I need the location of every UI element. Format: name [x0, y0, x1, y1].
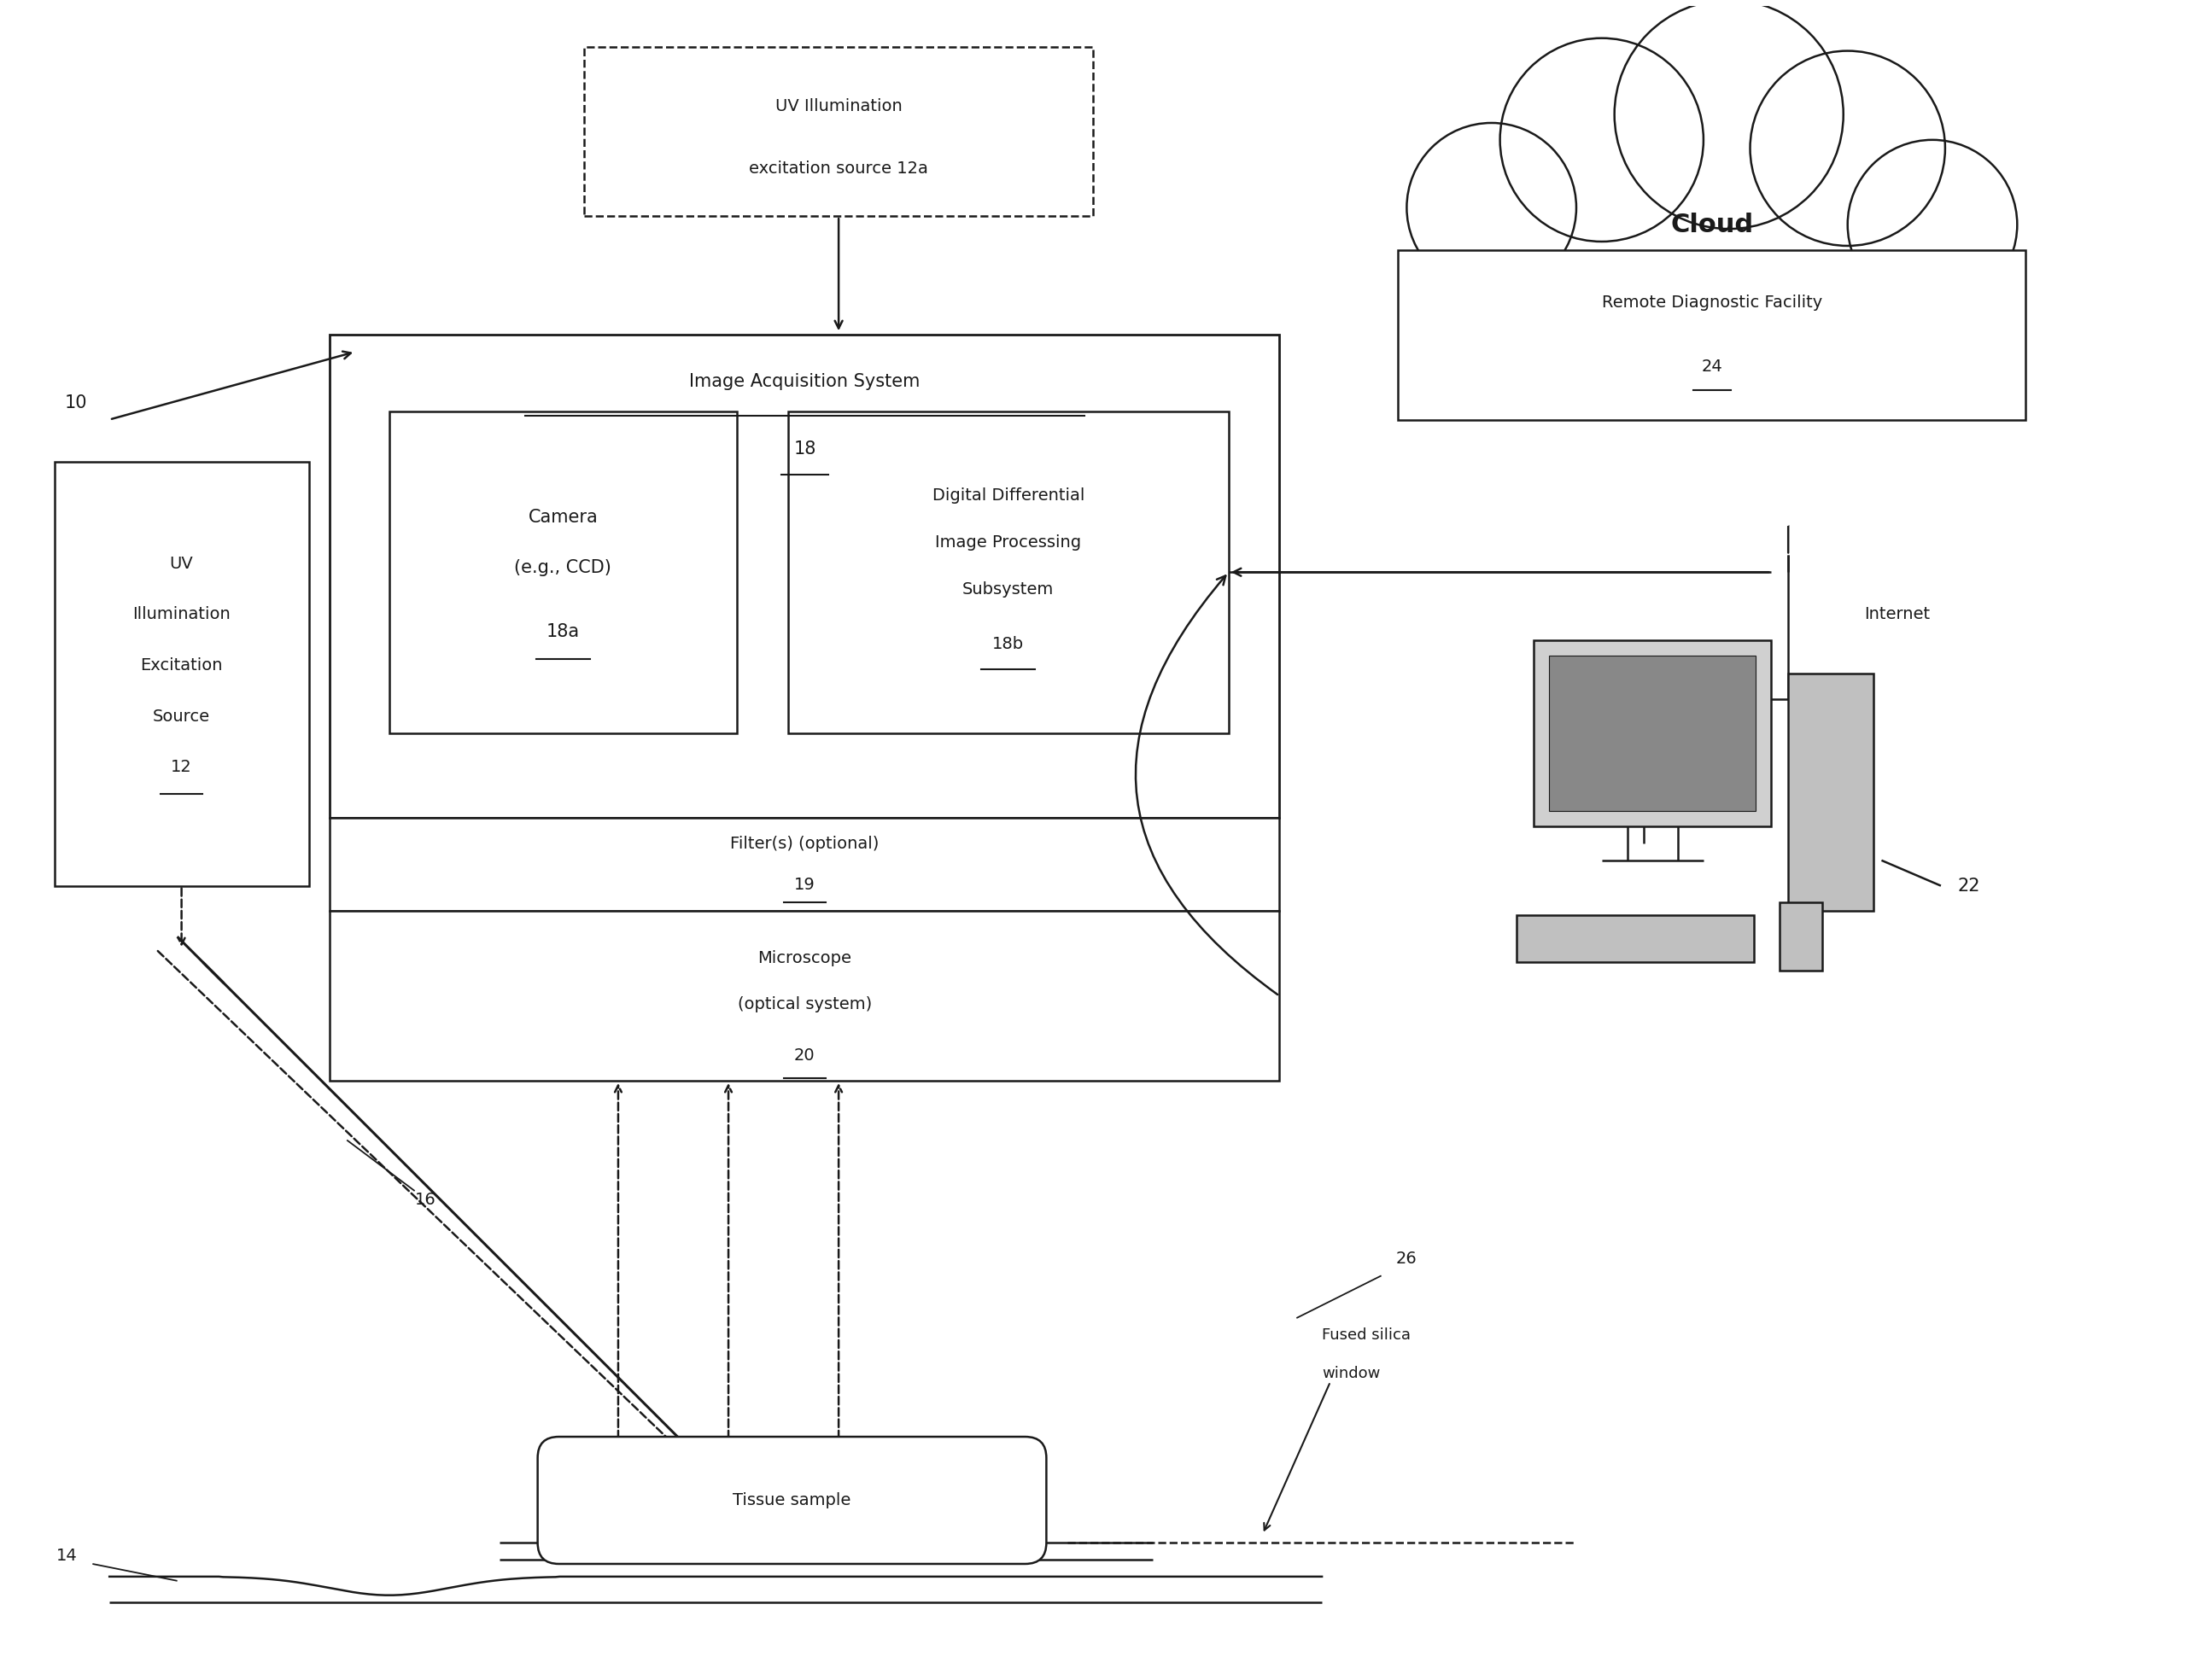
Circle shape: [1847, 139, 2018, 309]
Circle shape: [1410, 254, 1554, 398]
Text: (e.g., CCD): (e.g., CCD): [514, 559, 612, 576]
Text: 26: 26: [1397, 1250, 1417, 1267]
FancyBboxPatch shape: [1788, 674, 1873, 911]
Circle shape: [1751, 50, 1946, 245]
Text: 20: 20: [794, 1047, 815, 1063]
Circle shape: [1869, 254, 2013, 398]
Circle shape: [1423, 267, 1541, 385]
Circle shape: [1500, 39, 1703, 242]
Text: Microscope: Microscope: [759, 949, 853, 966]
Circle shape: [1519, 57, 1685, 223]
FancyArrowPatch shape: [1137, 576, 1277, 995]
Circle shape: [1500, 89, 1924, 512]
FancyBboxPatch shape: [330, 911, 1279, 1080]
FancyBboxPatch shape: [1399, 250, 2026, 420]
Text: 18: 18: [794, 440, 815, 457]
Text: UV Illumination: UV Illumination: [776, 97, 903, 114]
FancyBboxPatch shape: [330, 818, 1279, 911]
Text: UV: UV: [171, 556, 192, 571]
Text: Excitation: Excitation: [140, 657, 223, 674]
Text: 22: 22: [1959, 877, 1981, 894]
Text: Remote Diagnostic Facility: Remote Diagnostic Facility: [1602, 294, 1823, 311]
Circle shape: [1768, 69, 1928, 228]
Text: Image Acquisition System: Image Acquisition System: [689, 373, 920, 390]
Text: Source: Source: [153, 709, 210, 724]
Circle shape: [1862, 155, 2002, 294]
FancyBboxPatch shape: [584, 47, 1093, 217]
FancyBboxPatch shape: [55, 462, 308, 885]
Circle shape: [1408, 123, 1576, 292]
FancyBboxPatch shape: [389, 412, 737, 732]
Circle shape: [1476, 64, 1950, 538]
Circle shape: [1421, 138, 1561, 277]
FancyBboxPatch shape: [538, 1436, 1047, 1564]
FancyBboxPatch shape: [1779, 902, 1823, 971]
FancyBboxPatch shape: [1550, 655, 1755, 811]
Text: 12: 12: [171, 759, 192, 774]
Text: Subsystem: Subsystem: [962, 581, 1054, 596]
Text: excitation source 12a: excitation source 12a: [750, 161, 929, 176]
FancyBboxPatch shape: [1517, 916, 1755, 963]
Text: Cloud: Cloud: [1670, 212, 1753, 237]
Text: 18b: 18b: [992, 637, 1023, 652]
Text: Illumination: Illumination: [133, 606, 230, 623]
Text: 16: 16: [415, 1191, 435, 1208]
Circle shape: [1882, 267, 2000, 385]
Text: Tissue sample: Tissue sample: [732, 1492, 850, 1509]
Text: 18a: 18a: [546, 623, 579, 640]
Text: window: window: [1323, 1366, 1379, 1381]
Text: Filter(s) (optional): Filter(s) (optional): [730, 837, 879, 852]
FancyBboxPatch shape: [330, 334, 1279, 818]
Circle shape: [1635, 20, 1823, 208]
Text: Internet: Internet: [1865, 606, 1930, 623]
Text: 14: 14: [57, 1547, 79, 1564]
Circle shape: [1615, 0, 1843, 228]
Text: 10: 10: [63, 395, 87, 412]
Text: Camera: Camera: [529, 509, 599, 526]
Text: 24: 24: [1701, 360, 1723, 375]
Text: (optical system): (optical system): [737, 996, 872, 1013]
Text: 19: 19: [794, 877, 815, 894]
Text: Fused silica: Fused silica: [1323, 1327, 1410, 1342]
Text: Image Processing: Image Processing: [936, 534, 1082, 551]
FancyBboxPatch shape: [787, 412, 1229, 732]
Text: Digital Differential: Digital Differential: [931, 487, 1084, 504]
FancyBboxPatch shape: [1535, 640, 1771, 827]
